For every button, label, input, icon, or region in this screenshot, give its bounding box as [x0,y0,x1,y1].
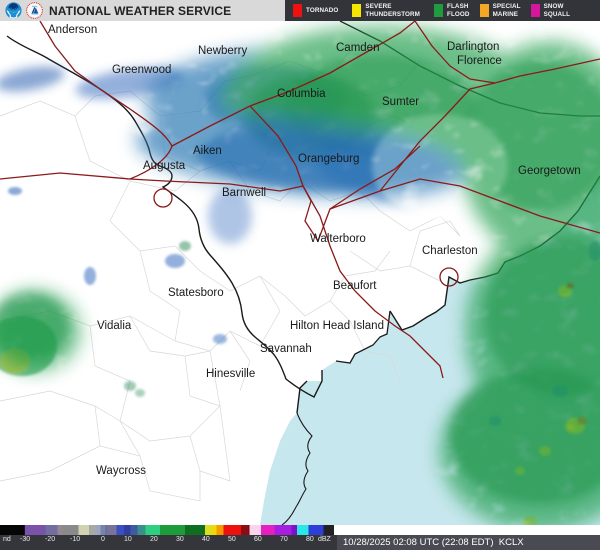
svg-text:Barnwell: Barnwell [222,187,266,199]
svg-text:Walterboro: Walterboro [310,233,366,245]
svg-text:Georgetown: Georgetown [518,165,581,177]
svg-text:Camden: Camden [336,42,379,54]
svg-text:Statesboro: Statesboro [168,287,224,299]
svg-text:Darlington: Darlington [447,41,499,53]
svg-text:Newberry: Newberry [198,45,247,57]
svg-text:Hilton Head Island: Hilton Head Island [290,320,384,332]
svg-text:Savannah: Savannah [260,343,312,355]
svg-text:Charleston: Charleston [422,245,478,257]
svg-text:Aiken: Aiken [193,145,222,157]
svg-text:Florence: Florence [457,55,502,67]
svg-text:Orangeburg: Orangeburg [298,153,359,165]
svg-text:Augusta: Augusta [143,160,186,172]
svg-text:Vidalia: Vidalia [97,320,132,332]
svg-text:Anderson: Anderson [48,24,97,36]
svg-text:Sumter: Sumter [382,96,419,108]
svg-text:Greenwood: Greenwood [112,64,171,76]
svg-text:Beaufort: Beaufort [333,280,377,292]
svg-text:Hinesville: Hinesville [206,368,255,380]
svg-text:Columbia: Columbia [277,88,326,100]
svg-text:Waycross: Waycross [96,465,146,477]
